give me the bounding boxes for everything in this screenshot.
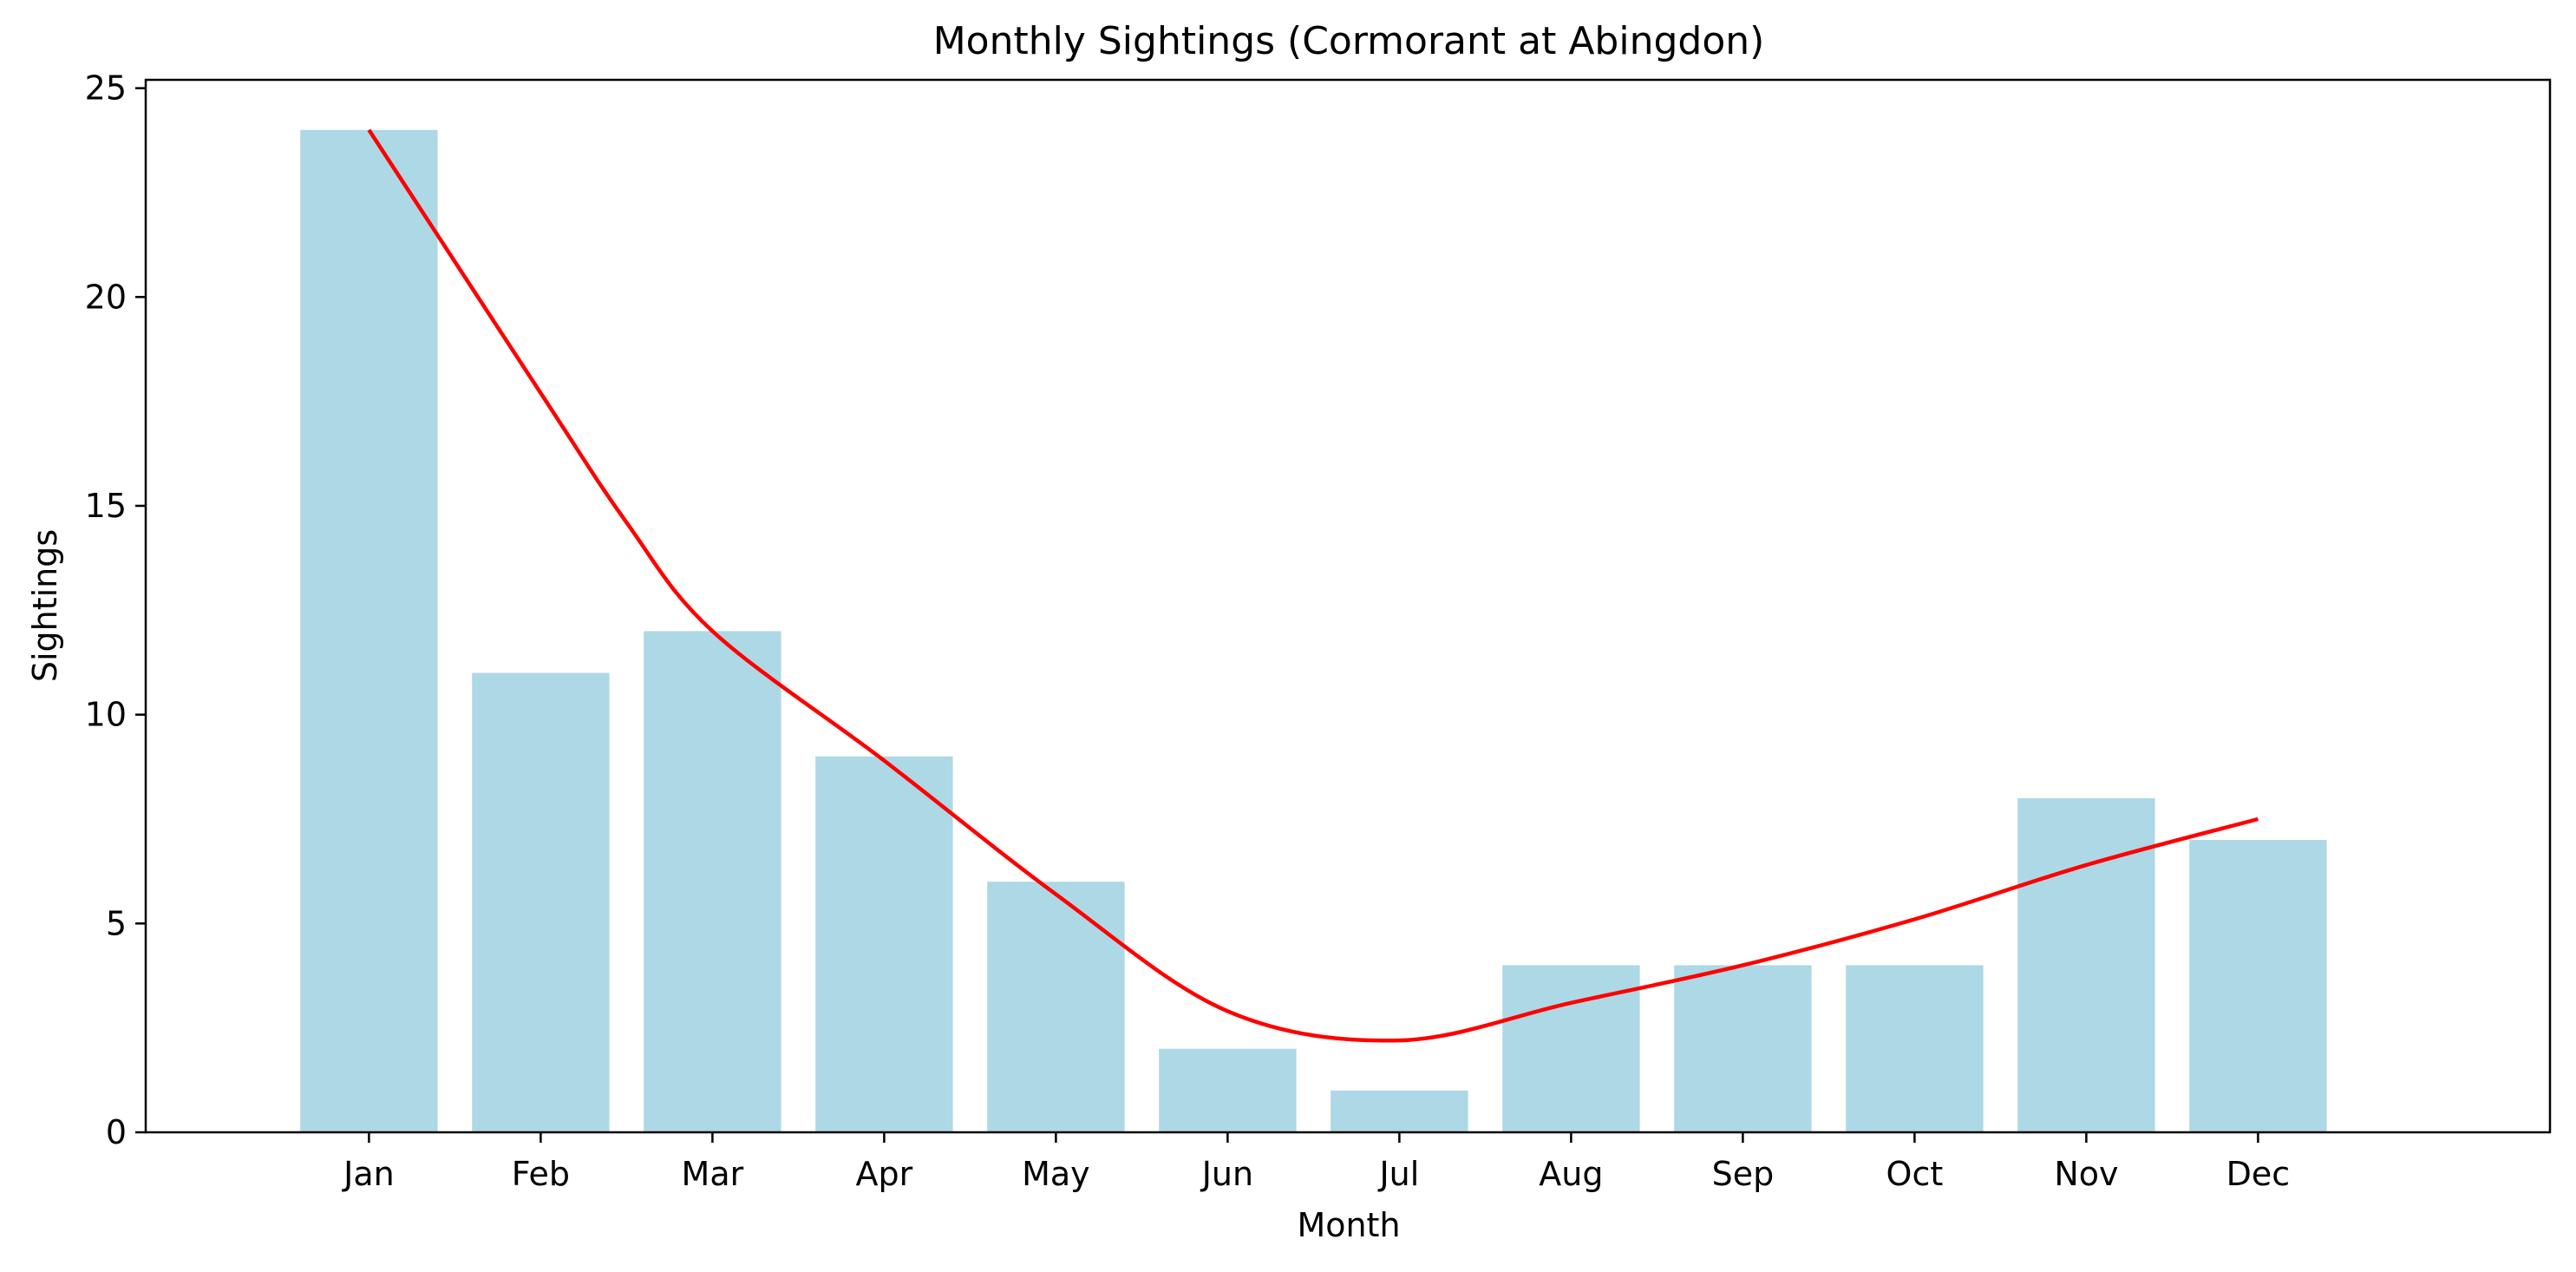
x-tick-label-apr: Apr xyxy=(856,1155,913,1193)
x-tick-label-nov: Nov xyxy=(2054,1155,2118,1193)
bar-jun xyxy=(1159,1048,1297,1132)
bar-mar xyxy=(644,631,781,1132)
x-tick-label-jul: Jul xyxy=(1377,1155,1419,1193)
x-tick-label-oct: Oct xyxy=(1886,1155,1944,1193)
plot-frame xyxy=(144,78,2552,1134)
bar-aug xyxy=(1502,965,1640,1132)
x-tick-label-may: May xyxy=(1022,1155,1090,1193)
y-tick-label: 25 xyxy=(85,69,127,108)
bar-jul xyxy=(1330,1090,1468,1132)
x-tick-label-mar: Mar xyxy=(682,1155,744,1193)
bars-layer xyxy=(300,129,2327,1132)
bar-sep xyxy=(1674,965,1812,1132)
bar-dec xyxy=(2189,840,2327,1132)
x-tick-label-jan: Jan xyxy=(342,1155,395,1193)
bar-feb xyxy=(472,672,610,1132)
x-tick-label-dec: Dec xyxy=(2226,1155,2291,1193)
x-tick-label-feb: Feb xyxy=(512,1155,570,1193)
y-tick-label: 20 xyxy=(85,278,127,316)
x-axis: Jan Feb Mar Apr May Jun Jul Aug Sep Oct Nov Dec xyxy=(342,1132,2290,1193)
x-tick-label-jun: Jun xyxy=(1200,1155,1253,1193)
y-tick-label: 15 xyxy=(85,487,127,525)
y-axis-label: Sightings xyxy=(26,529,64,682)
bar-may xyxy=(987,882,1125,1132)
x-tick-label-sep: Sep xyxy=(1712,1155,1775,1193)
y-tick-label: 5 xyxy=(106,904,127,942)
x-tick-label-aug: Aug xyxy=(1539,1155,1603,1193)
bar-apr xyxy=(815,756,953,1132)
bar-oct xyxy=(1846,965,1984,1132)
trend-line xyxy=(367,128,2259,1043)
bar-nov xyxy=(2017,797,2155,1132)
y-axis: 0 5 10 15 20 25 xyxy=(85,69,146,1151)
bar-jan xyxy=(300,129,438,1132)
chart-title: Monthly Sightings (Cormorant at Abingdon… xyxy=(933,19,1765,63)
y-tick-label: 0 xyxy=(106,1113,127,1151)
y-tick-label: 10 xyxy=(85,696,127,734)
x-axis-label: Month xyxy=(1297,1206,1400,1244)
